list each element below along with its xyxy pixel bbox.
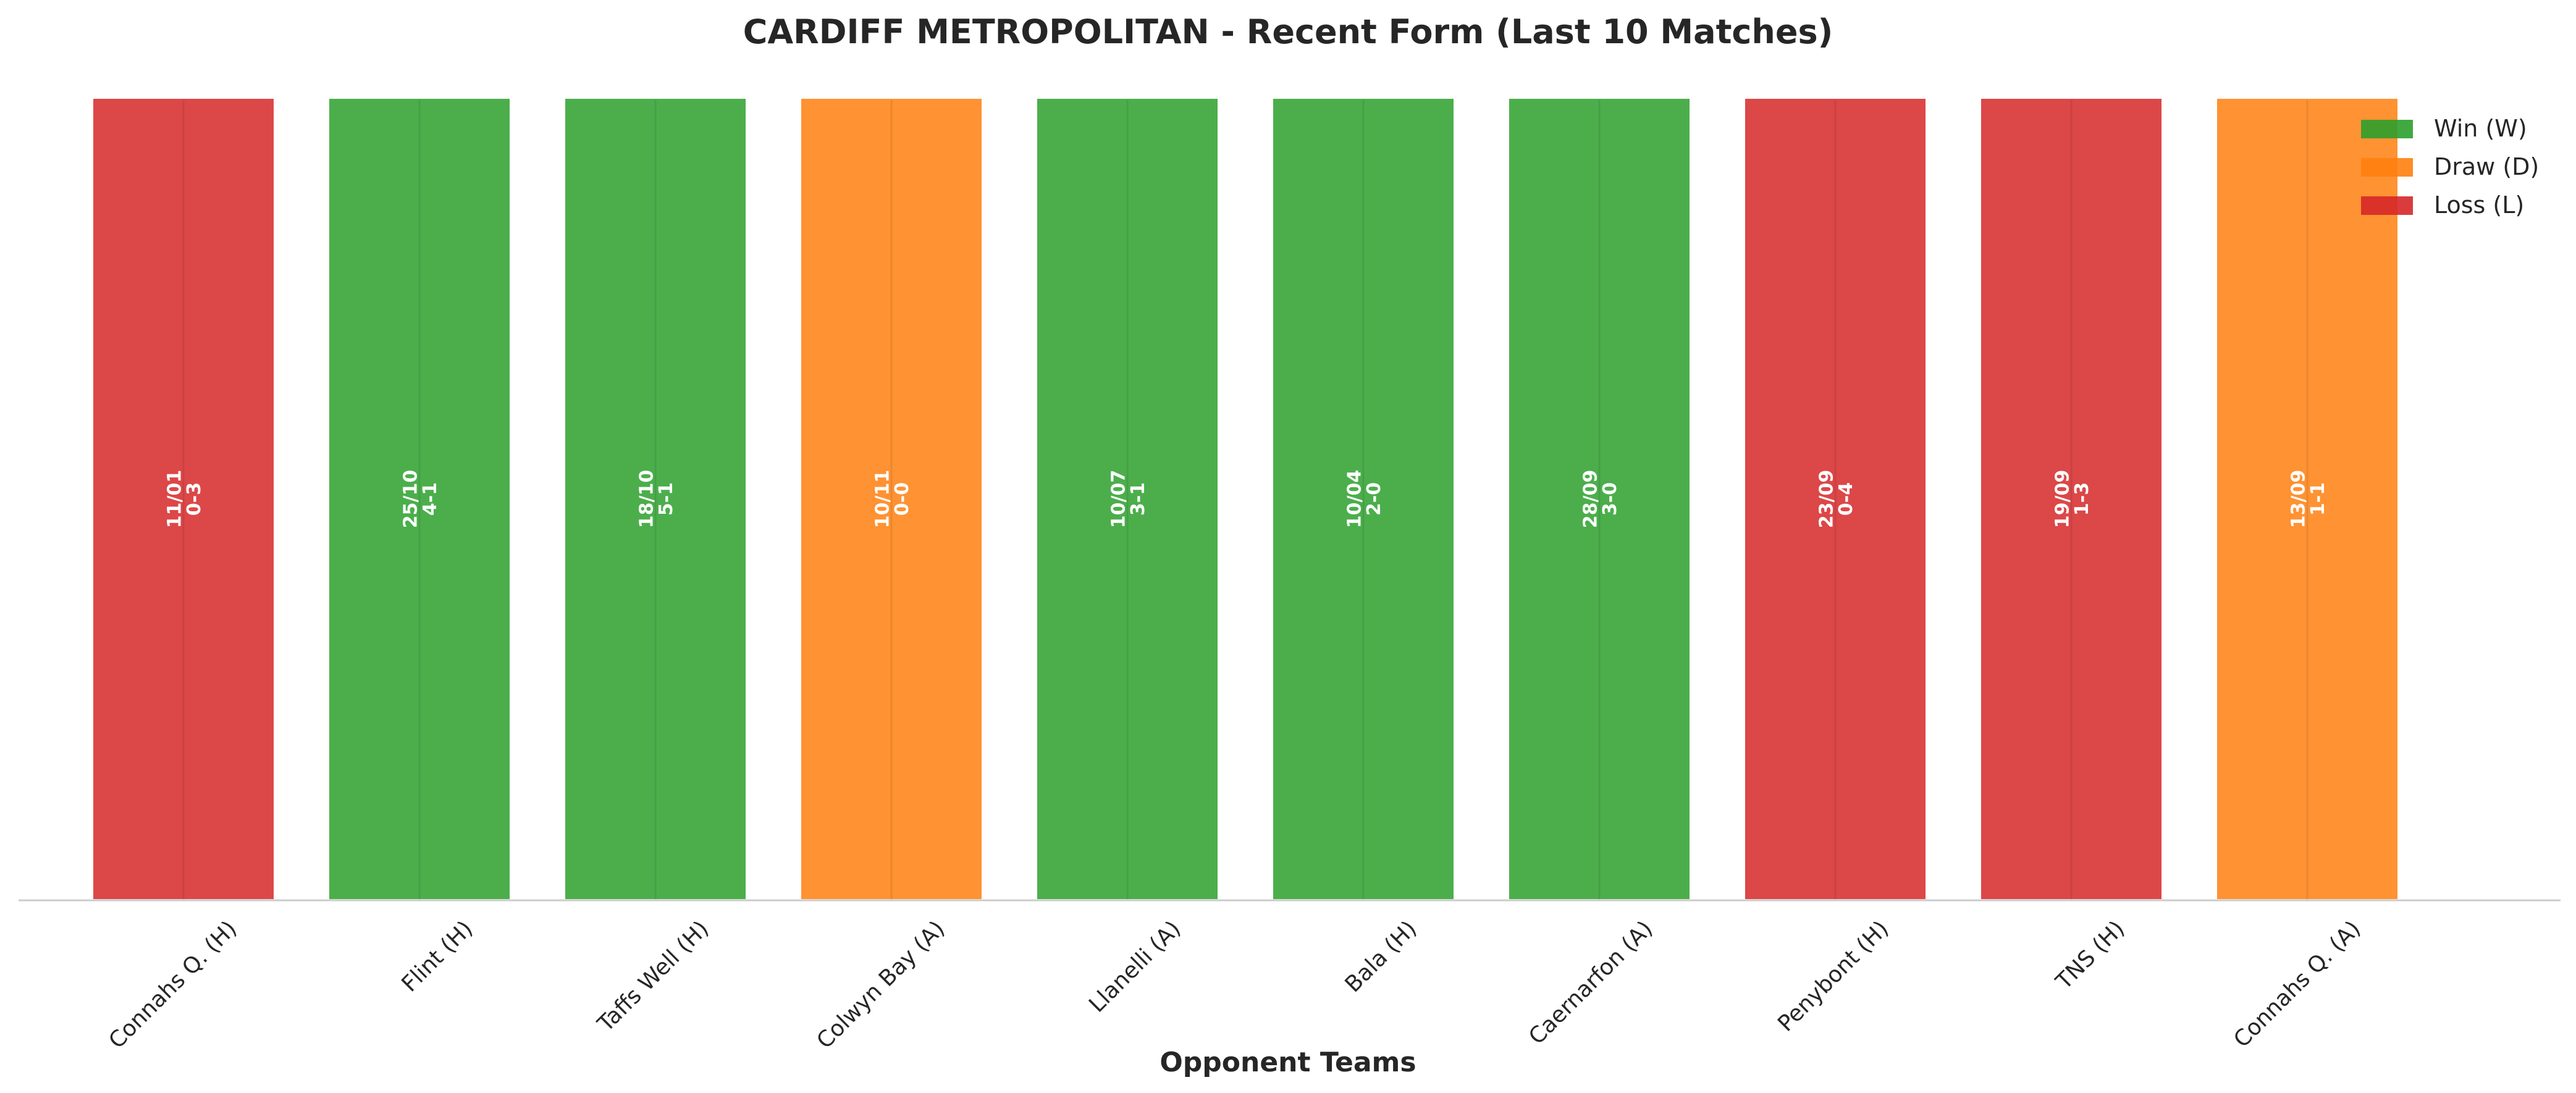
chart-title: CARDIFF METROPOLITAN - Recent Form (Last… [743,12,1833,51]
bar-data-label: 19/091-3 [2052,470,2094,528]
match-date: 13/09 [2288,470,2310,528]
match-date: 19/09 [2052,470,2074,528]
match-date: 10/11 [872,470,894,528]
legend-label: Loss (L) [2434,191,2524,219]
bar-7 [1507,96,1692,902]
match-score: 2-0 [1363,482,1385,516]
legend: Win (W) Draw (D) Loss (L) [2361,115,2539,219]
bar-data-label: 18/105-1 [636,470,678,528]
bar-data-label: 10/042-0 [1344,470,1386,528]
bar-1 [91,96,276,902]
bar-2 [327,96,512,902]
bar-data-label: 10/073-1 [1108,470,1150,528]
match-date: 25/10 [400,470,422,528]
legend-swatch-w [2361,120,2413,138]
match-date: 11/01 [164,470,186,528]
x-tick-label: TNS (H) [2051,916,2130,995]
x-tick-labels: Connahs Q. (H) Flint (H) Taffs Well (H) Col… [104,916,2366,1053]
match-score: 5-1 [655,482,677,516]
x-tick-label: Bala (H) [1341,916,1422,997]
match-score: 0-0 [891,482,913,516]
x-tick-label: Taffs Well (H) [592,916,713,1037]
match-score: 4-1 [419,482,441,516]
bar-3 [563,96,748,902]
x-tick-label: Caernarfon (A) [1524,916,1657,1049]
match-score: 1-1 [2307,482,2329,516]
legend-swatch-d [2361,158,2413,177]
bar-6 [1271,96,1456,902]
legend-label: Draw (D) [2434,153,2539,180]
bar-data-label: 13/091-1 [2288,470,2330,528]
x-tick-label: Penybont (H) [1773,916,1893,1036]
legend-swatch-l [2361,196,2413,215]
match-date: 10/04 [1344,470,1366,528]
legend-label: Win (W) [2434,115,2527,142]
bar-data-label: 28/093-0 [1580,470,1622,528]
bar-data-label: 25/104-1 [400,470,442,528]
match-date: 23/09 [1816,470,1838,528]
match-score: 0-3 [183,482,205,516]
bar-data-label: 23/090-4 [1816,470,1858,528]
x-tick-label: Flint (H) [397,916,478,997]
match-date: 18/10 [636,470,658,528]
bar-data-label: 11/010-3 [164,470,206,528]
bar-5 [1035,96,1220,902]
match-score: 3-1 [1127,482,1149,516]
bars-group: 11/010-3 25/104-1 18/105-1 10/110-0 10/073-1… [91,96,2400,902]
match-score: 3-0 [1599,482,1621,516]
match-date: 10/07 [1108,470,1130,528]
match-date: 28/09 [1580,470,1602,528]
bar-4 [799,96,984,902]
x-axis-label: Opponent Teams [1160,1047,1416,1078]
match-score: 0-4 [1835,482,1857,516]
x-tick-label: Colwyn Bay (A) [812,916,949,1053]
bar-data-label: 10/110-0 [872,470,914,528]
match-score: 1-3 [2071,482,2093,516]
x-tick-label: Llanelli (A) [1084,916,1185,1017]
x-tick-label: Connahs Q. (H) [104,916,242,1053]
bar-10 [2215,96,2400,902]
x-tick-label: Connahs Q. (A) [2229,916,2365,1052]
